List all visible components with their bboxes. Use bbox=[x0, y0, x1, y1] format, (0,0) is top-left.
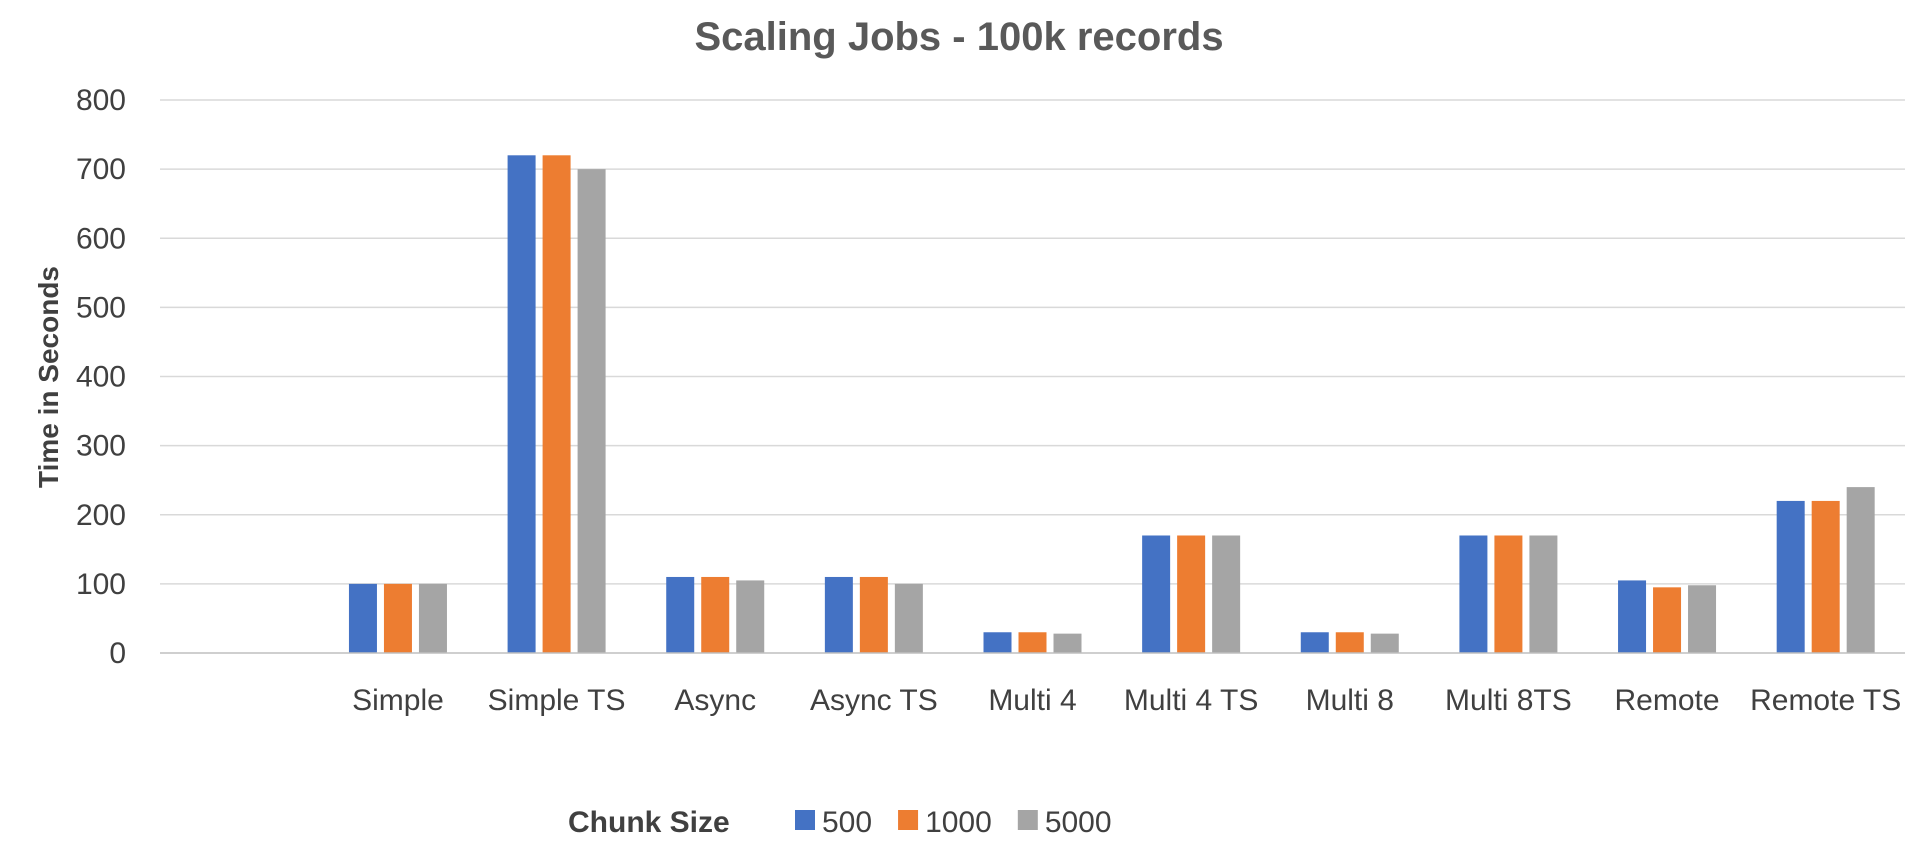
y-axis-label: Time in Seconds bbox=[33, 266, 64, 488]
bar-1000 bbox=[383, 583, 412, 653]
y-tick-label: 600 bbox=[76, 222, 126, 255]
bar-5000 bbox=[1688, 585, 1717, 653]
legend-title: Chunk Size bbox=[568, 806, 730, 839]
y-tick-label: 500 bbox=[76, 291, 126, 324]
bar-500 bbox=[1459, 535, 1488, 653]
bar-500 bbox=[1618, 580, 1647, 653]
bar-1000 bbox=[1177, 535, 1206, 653]
x-tick-label: Multi 4 bbox=[988, 684, 1076, 717]
x-tick-label: Multi 4 TS bbox=[1124, 684, 1259, 717]
bars bbox=[348, 155, 1875, 654]
x-tick-label: Remote bbox=[1615, 684, 1720, 717]
y-tick-label: 800 bbox=[76, 84, 126, 117]
y-tick-label: 0 bbox=[109, 637, 126, 670]
legend-label: 1000 bbox=[925, 806, 992, 839]
bar-5000 bbox=[1529, 535, 1558, 653]
x-tick-label: Multi 8TS bbox=[1445, 684, 1572, 717]
bar-500 bbox=[1142, 535, 1171, 653]
bar-5000 bbox=[577, 169, 606, 653]
legend-swatch bbox=[898, 810, 919, 830]
bar-5000 bbox=[894, 583, 923, 653]
y-tick-label: 100 bbox=[76, 568, 126, 601]
x-tick-label: Remote TS bbox=[1750, 684, 1901, 717]
bar-1000 bbox=[859, 576, 888, 653]
gridlines bbox=[160, 99, 1905, 585]
bar-500 bbox=[1300, 632, 1329, 653]
x-tick-label: Multi 8 bbox=[1306, 684, 1394, 717]
x-tick-label: Async TS bbox=[810, 684, 938, 717]
bar-1000 bbox=[1653, 587, 1682, 653]
bar-500 bbox=[348, 583, 377, 653]
legend-swatch bbox=[1017, 810, 1038, 830]
bar-1000 bbox=[1335, 632, 1364, 653]
x-tick-label: Simple TS bbox=[488, 684, 626, 717]
y-axis-ticks: 0 100 200 300 400 500 600 700 800 bbox=[76, 84, 126, 670]
y-tick-label: 400 bbox=[76, 361, 126, 394]
chart-title: Scaling Jobs - 100k records bbox=[694, 15, 1223, 59]
bar-1000 bbox=[542, 155, 571, 654]
legend-label: 5000 bbox=[1045, 806, 1112, 839]
bar-1000 bbox=[1018, 632, 1047, 653]
bar-500 bbox=[1776, 500, 1805, 653]
bar-1000 bbox=[701, 576, 730, 653]
y-tick-label: 300 bbox=[76, 430, 126, 463]
bar-5000 bbox=[1053, 633, 1082, 653]
x-axis-ticks: Simple Simple TS Async Async TS Multi 4 Multi… bbox=[352, 684, 1901, 717]
bar-5000 bbox=[418, 583, 447, 653]
bar-500 bbox=[983, 632, 1012, 653]
legend: Chunk Size 500 1000 5000 bbox=[568, 806, 1112, 839]
bar-1000 bbox=[1811, 500, 1840, 653]
bar-5000 bbox=[1212, 535, 1241, 653]
x-tick-label: Async bbox=[674, 684, 756, 717]
bar-500 bbox=[507, 155, 536, 654]
y-tick-label: 700 bbox=[76, 153, 126, 186]
bar-1000 bbox=[1494, 535, 1523, 653]
legend-swatch bbox=[795, 810, 815, 830]
legend-label: 500 bbox=[822, 806, 872, 839]
bar-500 bbox=[666, 576, 695, 653]
x-tick-label: Simple bbox=[352, 684, 444, 717]
bar-5000 bbox=[736, 580, 765, 653]
y-tick-label: 200 bbox=[76, 499, 126, 532]
bar-5000 bbox=[1370, 633, 1399, 653]
bar-5000 bbox=[1846, 487, 1875, 653]
bar-500 bbox=[824, 576, 853, 653]
